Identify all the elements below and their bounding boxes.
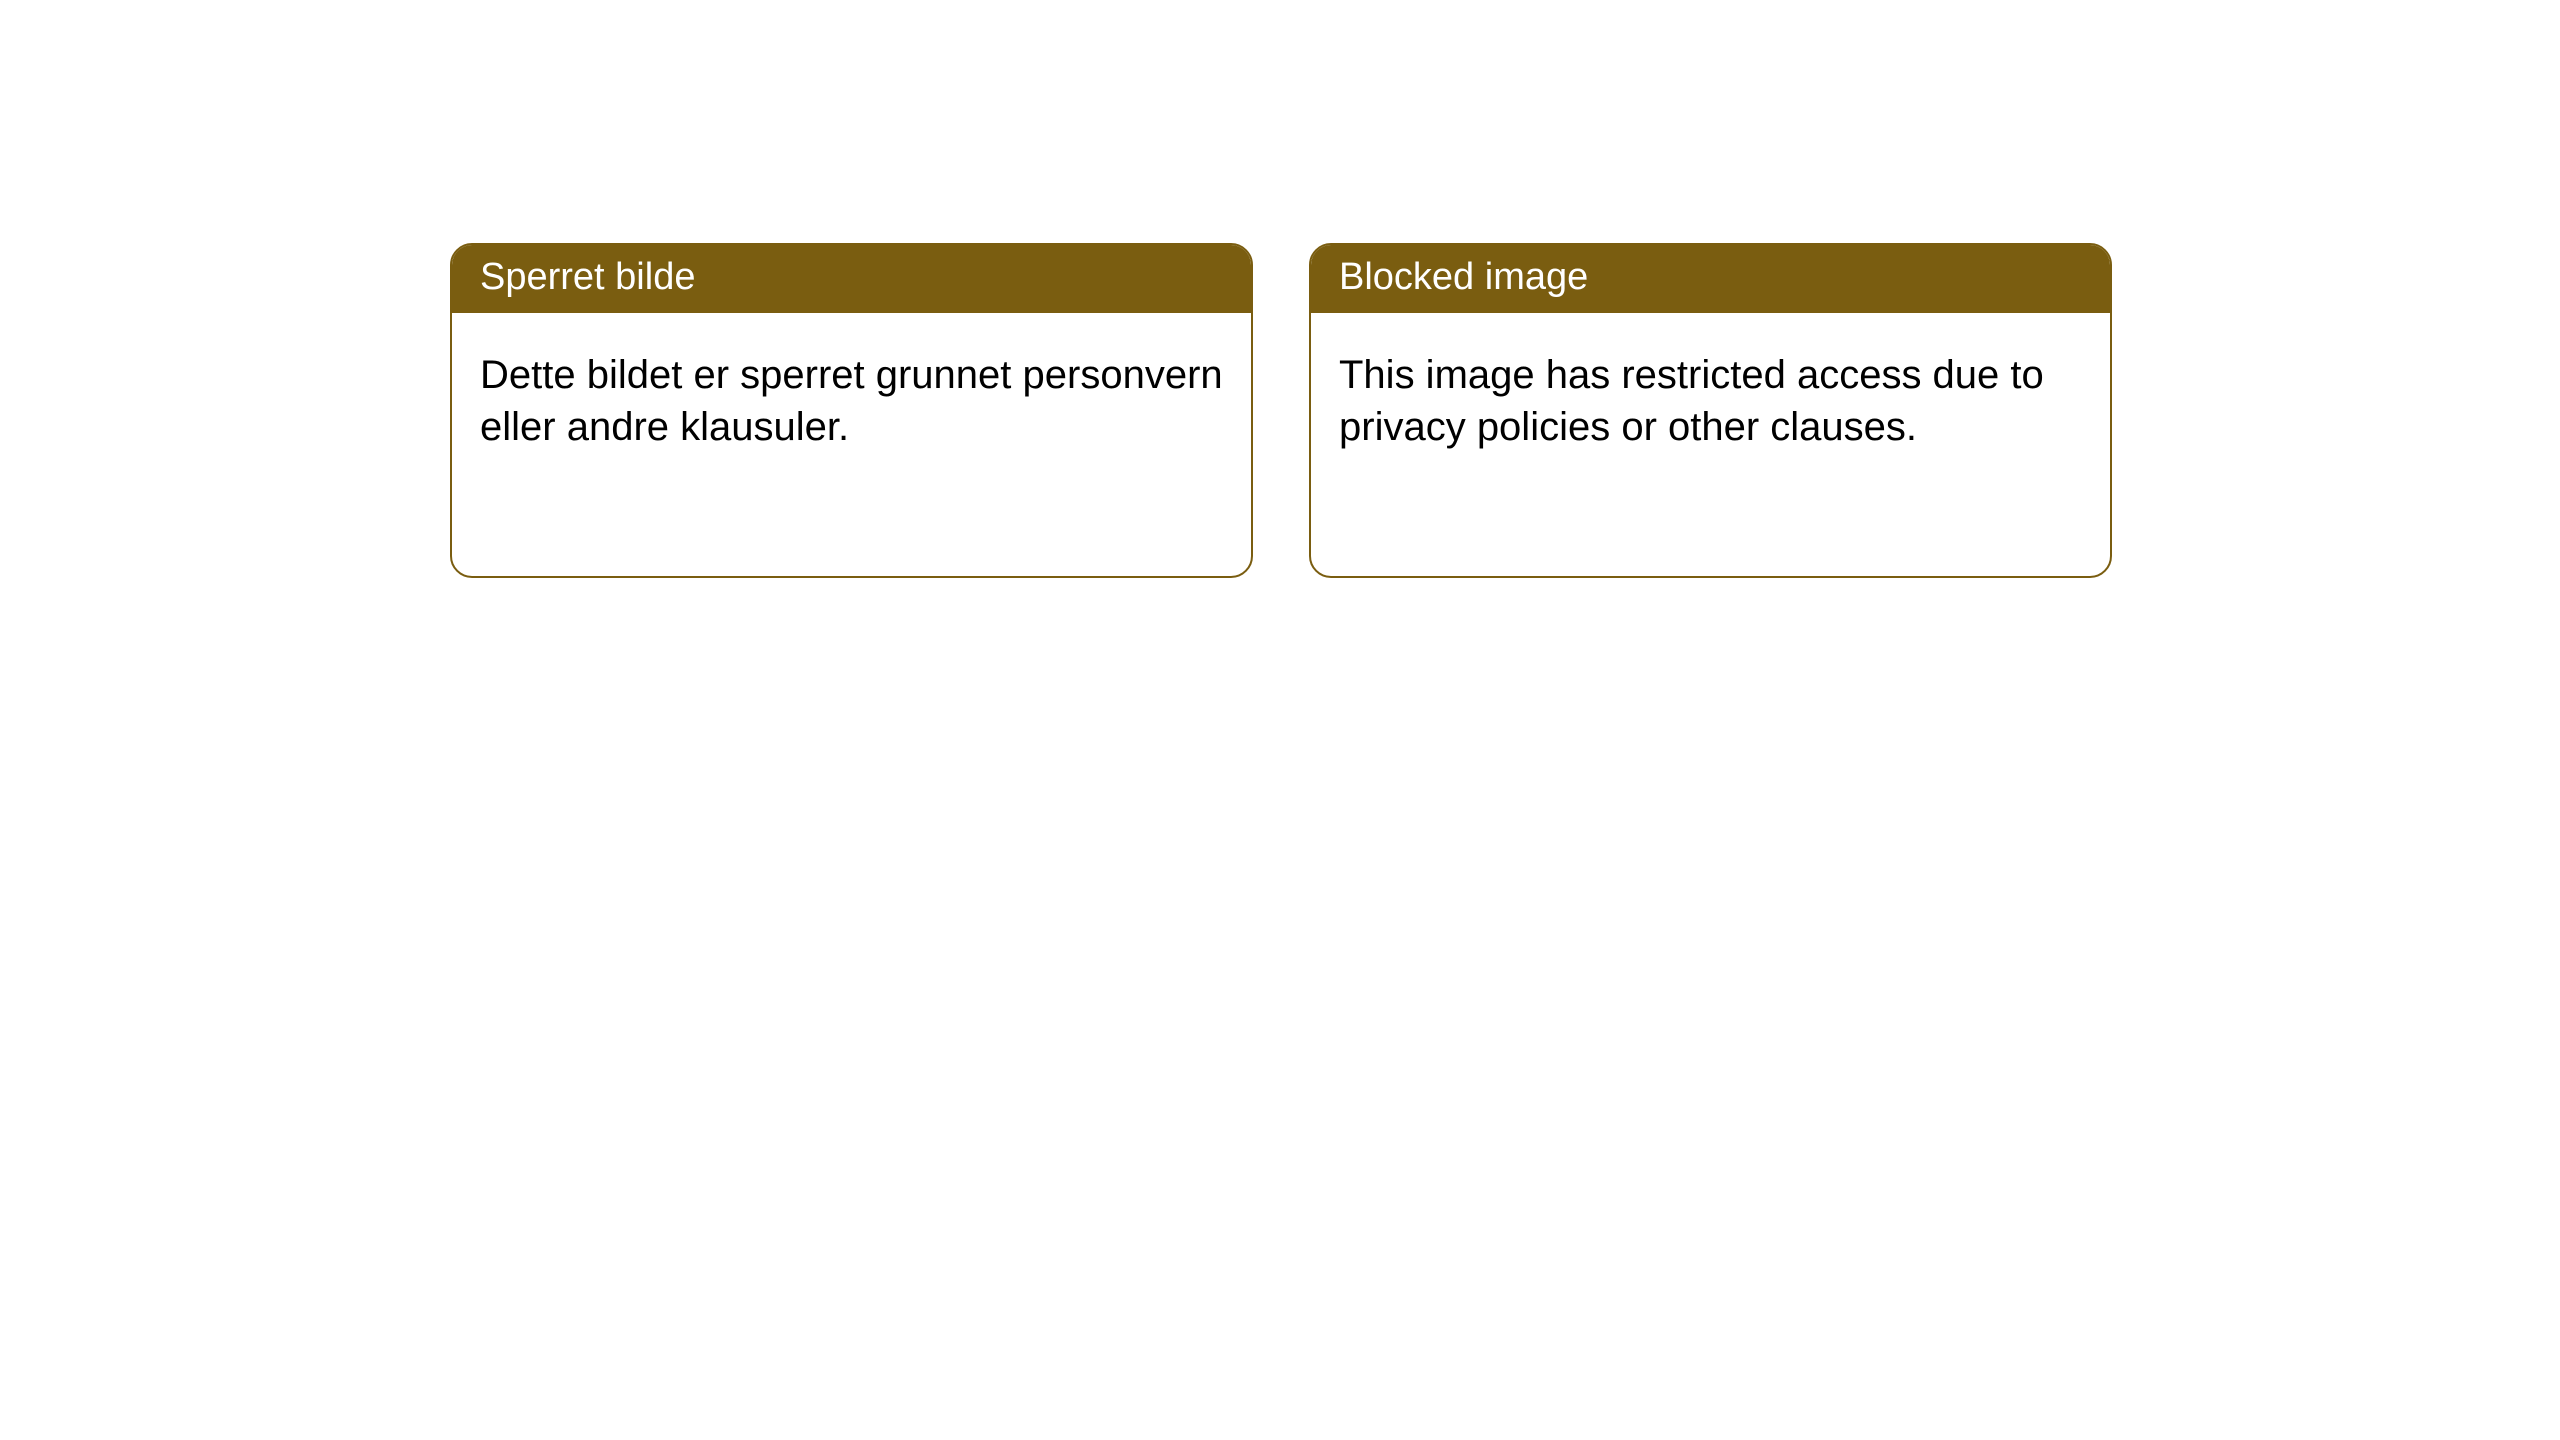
notice-card-english: Blocked image This image has restricted … <box>1309 243 2112 578</box>
notice-card-norwegian: Sperret bilde Dette bildet er sperret gr… <box>450 243 1253 578</box>
notice-message: Dette bildet er sperret grunnet personve… <box>480 353 1223 449</box>
notice-header: Blocked image <box>1311 245 2110 313</box>
notice-message: This image has restricted access due to … <box>1339 353 2044 449</box>
notice-body: Dette bildet er sperret grunnet personve… <box>452 313 1251 481</box>
notice-title: Blocked image <box>1339 256 1588 298</box>
notice-header: Sperret bilde <box>452 245 1251 313</box>
notice-container: Sperret bilde Dette bildet er sperret gr… <box>450 243 2112 578</box>
notice-title: Sperret bilde <box>480 256 695 298</box>
notice-body: This image has restricted access due to … <box>1311 313 2110 481</box>
